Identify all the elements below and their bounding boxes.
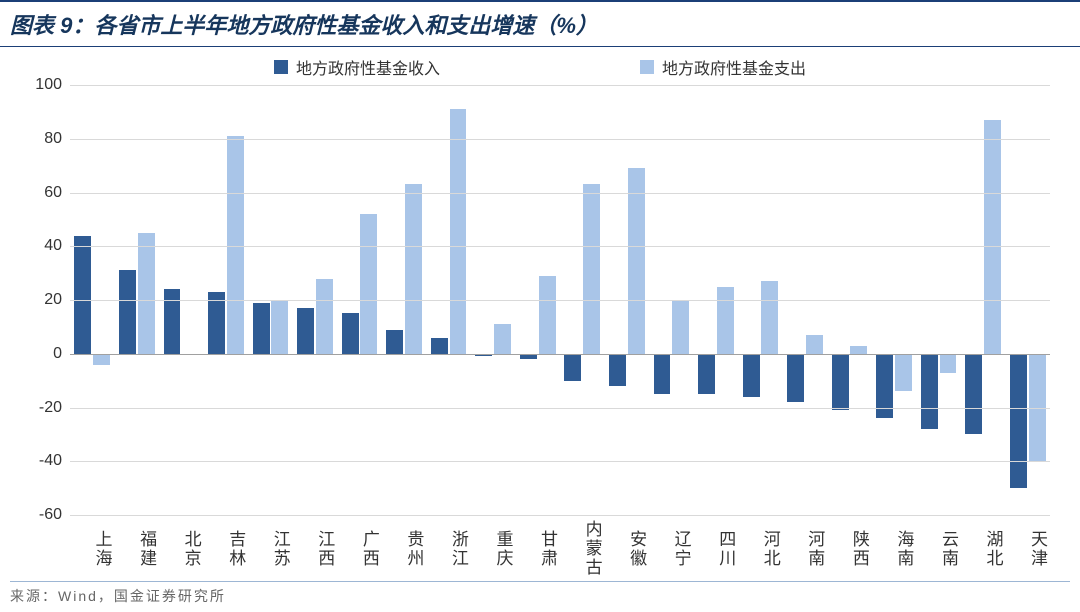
bar-income — [965, 354, 982, 435]
bar-income — [253, 303, 270, 354]
bar-income — [386, 330, 403, 354]
x-tick-label: 贵州 — [382, 520, 427, 577]
bar-expend — [806, 335, 823, 354]
legend-label-income: 地方政府性基金收入 — [296, 55, 440, 79]
bar-expend — [672, 300, 689, 354]
bar-expend — [360, 214, 377, 354]
y-tick-label: -60 — [20, 506, 62, 524]
x-tick-label: 安徽 — [605, 520, 650, 577]
bar-income — [74, 236, 91, 354]
grid-line — [70, 461, 1050, 462]
source-text: 来源：Wind，国金证券研究所 — [10, 581, 1070, 606]
bar-expend — [940, 354, 957, 373]
x-tick-label: 浙江 — [426, 520, 471, 577]
x-tick-label: 江西 — [293, 520, 338, 577]
y-tick-label: 100 — [20, 76, 62, 94]
legend: 地方政府性基金收入 地方政府性基金支出 — [10, 55, 1070, 79]
y-tick-label: 80 — [20, 130, 62, 148]
bar-expend — [761, 281, 778, 354]
legend-item-expend: 地方政府性基金支出 — [640, 55, 806, 79]
x-tick-label: 甘肃 — [515, 520, 560, 577]
bar-expend — [717, 287, 734, 354]
bar-expend — [227, 136, 244, 354]
x-axis-labels: 上海福建北京吉林江苏江西广西贵州浙江重庆甘肃内蒙古安徽辽宁四川河北河南陕西海南云… — [70, 520, 1050, 577]
bar-income — [832, 354, 849, 410]
y-tick-label: 40 — [20, 237, 62, 255]
bar-income — [698, 354, 715, 394]
bar-expend — [138, 233, 155, 354]
y-tick-label: 60 — [20, 184, 62, 202]
y-tick-label: 0 — [20, 345, 62, 363]
x-tick-label: 辽宁 — [649, 520, 694, 577]
x-tick-label: 内蒙古 — [560, 520, 605, 577]
bar-income — [1010, 354, 1027, 488]
swatch-income — [274, 60, 288, 74]
bar-expend — [850, 346, 867, 354]
bar-income — [787, 354, 804, 402]
y-tick-label: 20 — [20, 291, 62, 309]
bar-expend — [984, 120, 1001, 354]
swatch-expend — [640, 60, 654, 74]
bar-expend — [450, 109, 467, 354]
x-tick-label: 广西 — [337, 520, 382, 577]
chart-area: 地方政府性基金收入 地方政府性基金支出 -60-40-2002040608010… — [10, 55, 1070, 575]
x-tick-label: 云南 — [916, 520, 961, 577]
bar-expend — [93, 354, 110, 365]
x-tick-label: 湖北 — [961, 520, 1006, 577]
bar-income — [342, 313, 359, 353]
x-tick-label: 海南 — [872, 520, 917, 577]
x-tick-label: 河南 — [783, 520, 828, 577]
bar-income — [609, 354, 626, 386]
bar-income — [119, 270, 136, 353]
bar-expend — [271, 300, 288, 354]
bar-income — [743, 354, 760, 397]
chart-title: 图表 9：各省市上半年地方政府性基金收入和支出增速（%） — [0, 0, 1080, 47]
x-tick-label: 吉林 — [204, 520, 249, 577]
grid-line — [70, 139, 1050, 140]
x-tick-label: 北京 — [159, 520, 204, 577]
bar-income — [921, 354, 938, 429]
x-tick-label: 福建 — [115, 520, 160, 577]
bar-income — [431, 338, 448, 354]
x-tick-label: 四川 — [694, 520, 739, 577]
bar-income — [564, 354, 581, 381]
plot-area: -60-40-20020406080100 — [70, 85, 1050, 515]
bar-income — [164, 289, 181, 354]
bar-income — [654, 354, 671, 394]
bar-expend — [405, 184, 422, 353]
y-tick-label: -20 — [20, 399, 62, 417]
bar-expend — [583, 184, 600, 353]
bar-expend — [539, 276, 556, 354]
legend-label-expend: 地方政府性基金支出 — [662, 55, 806, 79]
bar-income — [297, 308, 314, 354]
grid-line — [70, 193, 1050, 194]
bar-expend — [628, 168, 645, 353]
x-tick-label: 江苏 — [248, 520, 293, 577]
grid-line — [70, 300, 1050, 301]
bar-income — [876, 354, 893, 419]
bar-income — [208, 292, 225, 354]
x-tick-label: 天津 — [1005, 520, 1050, 577]
grid-line — [70, 515, 1050, 516]
x-tick-label: 河北 — [738, 520, 783, 577]
grid-line — [70, 246, 1050, 247]
grid-line — [70, 408, 1050, 409]
bar-expend — [316, 279, 333, 354]
legend-item-income: 地方政府性基金收入 — [274, 55, 440, 79]
bar-expend — [494, 324, 511, 354]
x-tick-label: 重庆 — [471, 520, 516, 577]
grid-line — [70, 85, 1050, 86]
x-tick-label: 上海 — [70, 520, 115, 577]
x-tick-label: 陕西 — [827, 520, 872, 577]
y-tick-label: -40 — [20, 452, 62, 470]
zero-line — [70, 354, 1050, 355]
bar-expend — [895, 354, 912, 392]
